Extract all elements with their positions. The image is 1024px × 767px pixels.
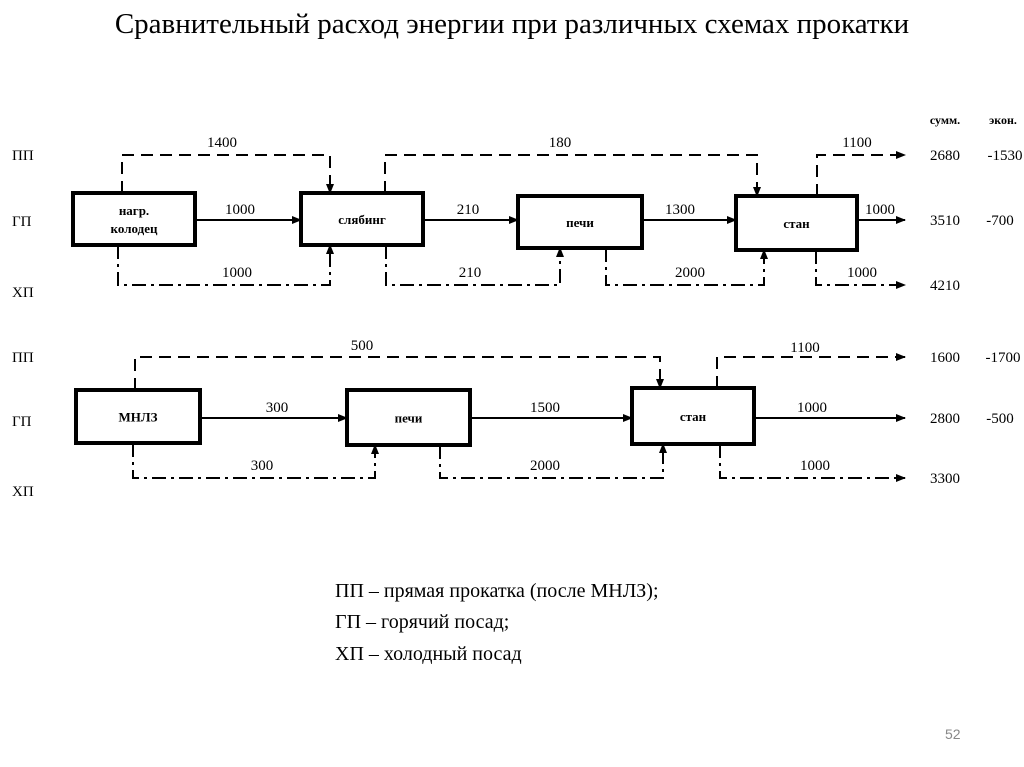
pp-flow-line [121,154,334,194]
box-ccm-label: МНЛЗ [119,410,158,425]
flow-value: 1000 [797,400,827,416]
box-mill [630,386,756,446]
pp-flow-line [716,353,906,388]
flow-value: 1400 [207,135,237,151]
legend-gp: ГП – горячий посад; [335,611,510,633]
flow-value: 1500 [530,400,560,416]
box-furnaces-label: печи [395,411,423,426]
total-value: 3300 [930,471,960,487]
box-slabbing-label: слябинг [338,212,386,227]
flow-value: 1000 [847,265,877,281]
flow-value: 1300 [665,202,695,218]
box-heating-well [71,191,197,247]
flow-value: 500 [351,338,374,354]
flow-value: 300 [266,400,289,416]
flow-value: 1000 [225,202,255,218]
box-mill-label: стан [680,409,707,424]
box-furnaces [516,194,644,250]
econ-value: -1700 [986,350,1021,366]
pp-flow-line [384,154,761,197]
legend-pp: ПП – прямая прокатка (после МНЛЗ); [335,580,659,602]
row-label: ГП [12,214,32,230]
column-header-econ: экон. [989,113,1017,127]
flow-value: 1000 [222,265,252,281]
flow-value: 210 [457,202,480,218]
page-number: 52 [945,726,961,742]
flow-value: 300 [251,458,274,474]
pp-flow-line [134,356,664,390]
legend-hp: ХП – холодный посад [335,643,522,665]
hp-flow-line [385,245,564,286]
flow-value: 1100 [790,340,819,356]
econ-value: -700 [986,213,1014,229]
flow-value: 1000 [865,202,895,218]
flow-value: 2000 [675,265,705,281]
flow-value: 2000 [530,458,560,474]
box-slabbing [299,191,425,247]
row-label: ГП [12,414,32,430]
flow-value: 1100 [842,135,871,151]
box-furnaces-label: печи [566,215,594,230]
box-heating-well-label: нагр. [119,203,149,218]
column-header-sum: сумм. [930,113,960,127]
hp-flow-line [117,244,334,286]
box-ccm [74,388,202,445]
row-label: ПП [12,148,34,164]
row-label: ПП [12,350,34,366]
total-value: 3510 [930,213,960,229]
box-mill-label: стан [783,216,810,231]
total-value: 1600 [930,350,960,366]
total-value: 4210 [930,278,960,294]
hp-flow-line [815,250,906,289]
box-heating-well-label: колодец [111,221,158,236]
total-value: 2680 [930,148,960,164]
slide-title: Сравнительный расход энергии при различн… [114,8,910,40]
flow-value: 180 [549,135,572,151]
econ-value: -1530 [988,148,1023,164]
hp-flow-line [605,248,768,286]
hp-flow-line [719,444,906,482]
hp-flow-line [439,443,667,479]
box-mill [734,194,859,252]
flow-value: 1000 [800,458,830,474]
pp-flow-line [816,151,906,196]
flow-value: 210 [459,265,482,281]
total-value: 2800 [930,411,960,427]
row-label: ХП [12,285,34,301]
row-label: ХП [12,484,34,500]
hp-flow-line [132,443,379,479]
econ-value: -500 [986,411,1014,427]
box-furnaces [345,388,472,447]
